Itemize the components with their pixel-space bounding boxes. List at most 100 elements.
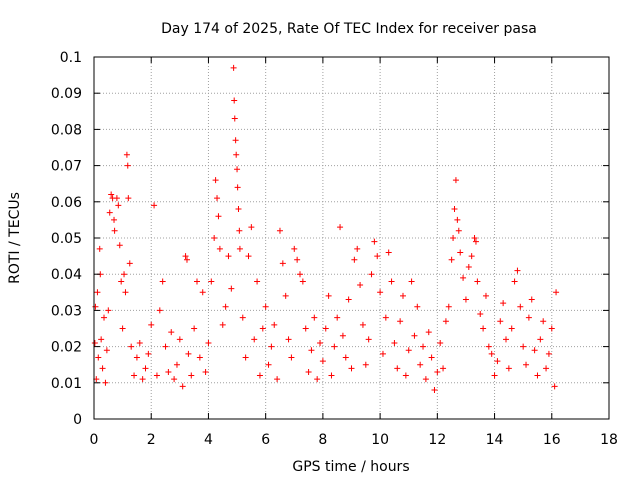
- data-point: [379, 350, 386, 357]
- data-point: [523, 361, 530, 368]
- data-point: [188, 372, 195, 379]
- data-point: [214, 195, 221, 202]
- data-point: [225, 253, 232, 260]
- data-point: [99, 365, 106, 372]
- data-point: [91, 339, 98, 346]
- data-point: [95, 354, 102, 361]
- data-point: [176, 336, 183, 343]
- data-point: [422, 376, 429, 383]
- data-point: [482, 292, 489, 299]
- y-tick-label: 0.06: [51, 195, 82, 211]
- data-point: [125, 195, 132, 202]
- data-point: [411, 332, 418, 339]
- data-point: [297, 271, 303, 278]
- data-point: [517, 303, 524, 310]
- data-point: [211, 235, 218, 241]
- data-point: [405, 347, 412, 354]
- data-point: [248, 224, 255, 231]
- data-point: [265, 361, 272, 368]
- data-point: [450, 235, 457, 241]
- data-point: [365, 336, 372, 343]
- data-point: [119, 325, 126, 332]
- data-point: [328, 372, 335, 379]
- x-tick-label: 18: [600, 432, 618, 448]
- data-point: [98, 336, 105, 343]
- data-point: [337, 224, 344, 231]
- data-point: [131, 372, 138, 379]
- y-tick-label: 0.03: [51, 303, 82, 319]
- y-tick-label: 0.07: [51, 159, 82, 175]
- data-point: [185, 350, 192, 357]
- data-point: [377, 289, 384, 296]
- data-point: [454, 216, 461, 223]
- y-tick-label: 0.1: [60, 50, 82, 66]
- data-point: [311, 314, 318, 321]
- data-point: [282, 292, 289, 299]
- data-point: [106, 209, 113, 216]
- x-tick-label: 12: [428, 432, 446, 448]
- data-point: [256, 372, 263, 379]
- x-axis-label: GPS time / hours: [292, 459, 409, 475]
- y-tick-label: 0: [73, 412, 82, 428]
- data-point: [216, 245, 223, 252]
- chart-title: Day 174 of 2025, Rate Of TEC Index for r…: [161, 21, 537, 37]
- data-point: [294, 256, 301, 263]
- data-point: [111, 216, 118, 223]
- data-point: [231, 97, 238, 104]
- data-point: [205, 339, 212, 346]
- data-point: [508, 325, 515, 332]
- y-axis-ticks: 0 0.01 0.02 0.03 0.04 0.05 0.06 0.07 0.08 0.09 0.1: [51, 50, 609, 428]
- data-point: [455, 227, 462, 234]
- data-point: [342, 354, 349, 361]
- data-point: [212, 177, 219, 184]
- data-point: [233, 151, 240, 158]
- data-point: [199, 289, 206, 296]
- data-point: [357, 282, 364, 289]
- data-point: [334, 314, 341, 321]
- data-point: [136, 339, 143, 346]
- data-point: [428, 354, 435, 361]
- data-point: [505, 365, 512, 372]
- data-point: [194, 278, 200, 285]
- data-point: [440, 365, 447, 372]
- data-point: [397, 318, 404, 325]
- data-point: [354, 245, 361, 252]
- data-point: [494, 358, 501, 365]
- data-point: [511, 278, 518, 285]
- data-point: [452, 177, 459, 184]
- data-point: [434, 368, 441, 375]
- data-point: [274, 376, 281, 383]
- data-point: [168, 329, 175, 336]
- data-point: [228, 285, 235, 292]
- data-point: [545, 350, 552, 357]
- y-tick-label: 0.02: [51, 340, 82, 356]
- data-point: [142, 365, 149, 372]
- data-point: [254, 278, 261, 285]
- data-point: [222, 303, 229, 310]
- data-point: [128, 343, 135, 350]
- data-point: [262, 303, 269, 310]
- data-point: [331, 343, 338, 350]
- data-point: [485, 343, 492, 350]
- data-point: [285, 336, 292, 343]
- data-point: [291, 245, 298, 252]
- data-point: [232, 137, 239, 144]
- data-point: [359, 321, 366, 328]
- data-point: [391, 339, 398, 346]
- data-point: [103, 347, 110, 354]
- data-point: [236, 245, 243, 252]
- data-point: [474, 278, 481, 285]
- data-point: [251, 336, 258, 343]
- data-point: [124, 162, 131, 169]
- data-point: [115, 202, 122, 209]
- data-point: [299, 278, 306, 285]
- data-point: [153, 372, 160, 379]
- data-point: [503, 336, 509, 343]
- data-point: [231, 115, 238, 122]
- data-point: [525, 314, 532, 321]
- data-point: [139, 376, 146, 383]
- data-point: [234, 184, 241, 191]
- data-point: [462, 296, 469, 303]
- data-point: [548, 325, 555, 332]
